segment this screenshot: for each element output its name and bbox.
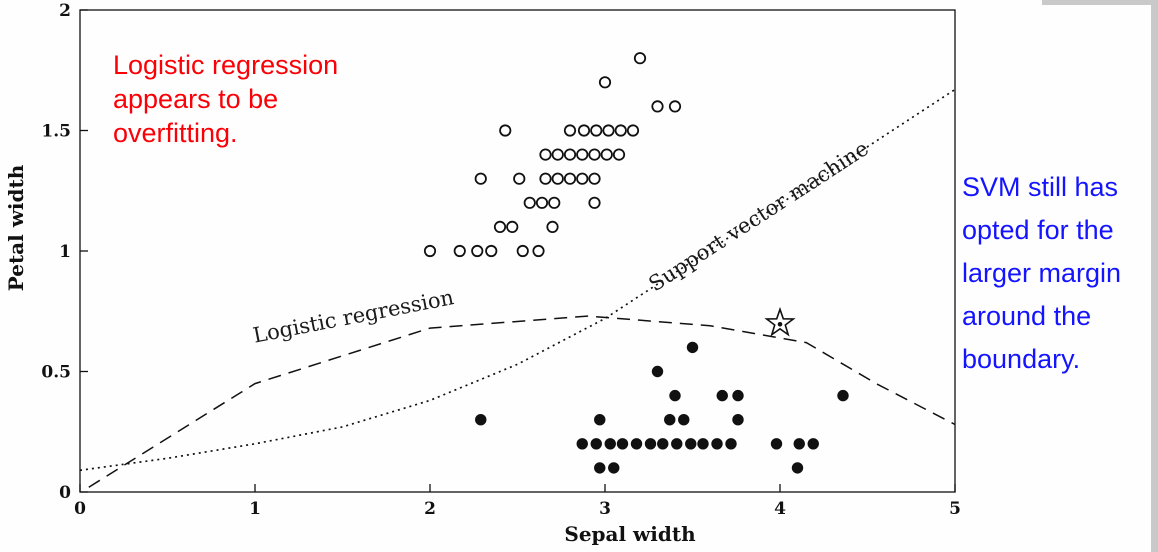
svg-text:3: 3 [599,499,611,519]
svg-text:4: 4 [774,499,786,519]
annotation-line: overfitting. [113,118,238,148]
svg-text:2: 2 [59,1,71,21]
svg-text:1: 1 [59,242,71,262]
svg-text:5: 5 [949,499,961,519]
points-class-setosa [475,341,849,474]
x-axis: 0 1 2 3 4 5 Sepal width [74,484,961,546]
svg-text:0: 0 [59,483,71,503]
svg-text:2: 2 [424,499,436,519]
logistic-regression-boundary: Logistic regression [88,285,956,488]
svg-text:Petal width: Petal width [4,164,28,291]
annotation-svm-margin: SVM still has opted for the larger margi… [962,166,1158,381]
svg-text:1.5: 1.5 [41,122,71,142]
annotation-line: Logistic regression [113,50,339,80]
annotation-line: around the [962,301,1092,331]
screen-edge-artifact [1042,0,1158,5]
annotation-line: opted for the [962,215,1114,245]
annotation-logistic-overfitting: Logistic regression appears to be overfi… [113,48,338,150]
svg-text:0: 0 [74,499,86,519]
svg-text:Support vector machine: Support vector machine [644,136,872,296]
svg-text:Logistic regression: Logistic regression [251,285,456,347]
svg-text:0.5: 0.5 [41,363,71,383]
annotation-line: larger margin [962,258,1122,288]
svg-text:1: 1 [249,499,261,519]
y-axis: 0 0.5 1 1.5 2 Petal width [4,1,88,503]
annotation-line: SVM still has [962,172,1119,202]
screen-edge-artifact [1151,0,1158,552]
points-query-point [764,306,796,337]
points-class-versicolor [423,52,682,258]
svg-text:Sepal width: Sepal width [564,522,696,546]
annotation-line: appears to be [113,84,279,114]
annotation-line: boundary. [962,344,1081,374]
